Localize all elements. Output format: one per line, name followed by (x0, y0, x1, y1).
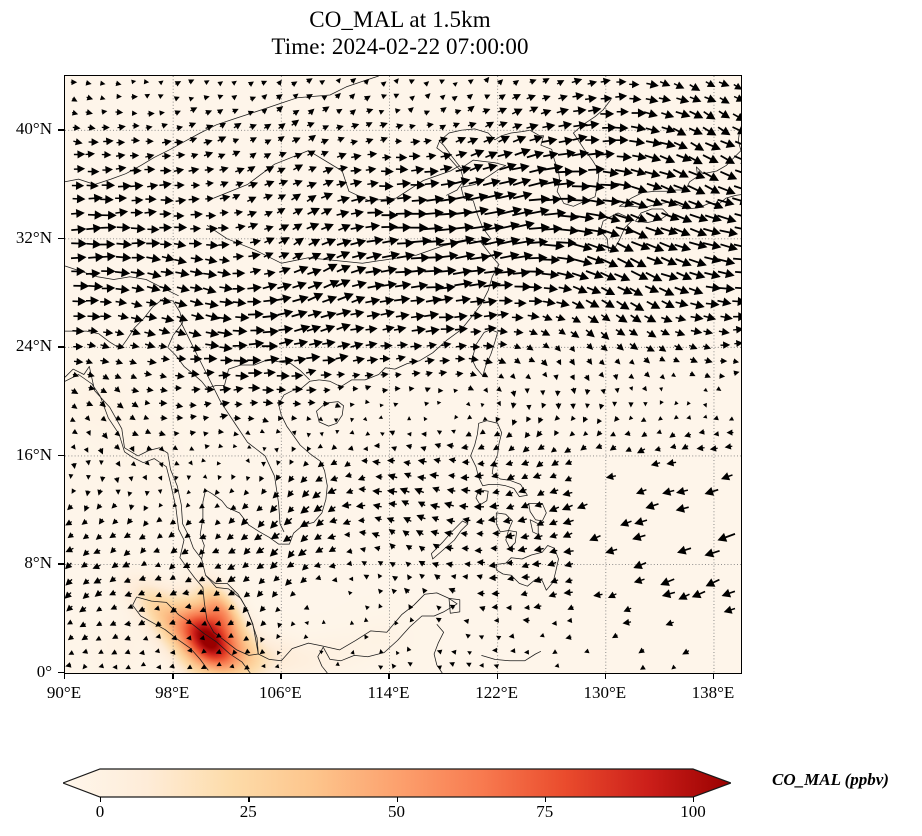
x-tick-mark (280, 673, 282, 679)
y-tick-label: 8°N (24, 553, 52, 573)
x-tick-label: 122°E (475, 683, 518, 702)
y-tick-label: 32°N (15, 227, 52, 247)
x-tick-mark (496, 673, 499, 679)
colorbar-tick-label: 100 (680, 802, 706, 821)
y-tick-label: 0° (36, 662, 52, 681)
x-tick-label: 106°E (258, 683, 302, 702)
plot-title-block: CO_MAL at 1.5km Time: 2024-02-22 07:00:0… (0, 6, 800, 60)
x-tick-label: 98°E (155, 683, 190, 702)
plot-title: CO_MAL at 1.5km (309, 7, 491, 32)
colorbar-label: CO_MAL (ppbv) (772, 770, 889, 789)
colorbar-tick-label: 25 (239, 802, 257, 821)
x-tick-mark (64, 673, 66, 679)
y-tick-label: 40°N (15, 119, 52, 139)
y-tick-label: 24°N (15, 336, 52, 356)
plot-subtitle-time: Time: 2024-02-22 07:00:00 (271, 34, 529, 60)
colorbar-tick-mark (544, 797, 547, 802)
co-concentration-field (65, 76, 741, 673)
y-tick-mark (58, 346, 64, 348)
colorbar-gradient-bar (61, 768, 733, 798)
colorbar-tick-mark (396, 797, 398, 802)
colorbar-tick-label: 50 (388, 802, 405, 821)
y-tick-mark (58, 129, 64, 131)
x-tick-label: 114°E (367, 683, 410, 702)
x-tick-label: 130°E (583, 683, 627, 702)
map-plot-area (65, 76, 741, 673)
x-tick-mark (712, 673, 715, 679)
colorbar-tick-label: 75 (536, 802, 554, 821)
colorbar-tick-mark (100, 797, 102, 802)
y-tick-mark (58, 672, 64, 674)
x-tick-label: 90°E (46, 683, 82, 702)
colorbar-tick-mark (248, 797, 250, 802)
map-axes (64, 75, 742, 674)
y-tick-mark (58, 237, 64, 240)
x-tick-mark (388, 673, 390, 679)
y-tick-mark (58, 563, 64, 565)
x-tick-mark (172, 673, 174, 679)
y-tick-label: 16°N (15, 444, 52, 464)
x-tick-label: 138°E (691, 683, 735, 702)
colorbar-tick-mark (693, 797, 695, 802)
colorbar (61, 765, 733, 801)
colorbar-tick-label: 0 (95, 802, 105, 821)
y-tick-mark (58, 454, 64, 457)
wind-vector-arrows (65, 76, 741, 670)
x-tick-mark (604, 673, 607, 679)
